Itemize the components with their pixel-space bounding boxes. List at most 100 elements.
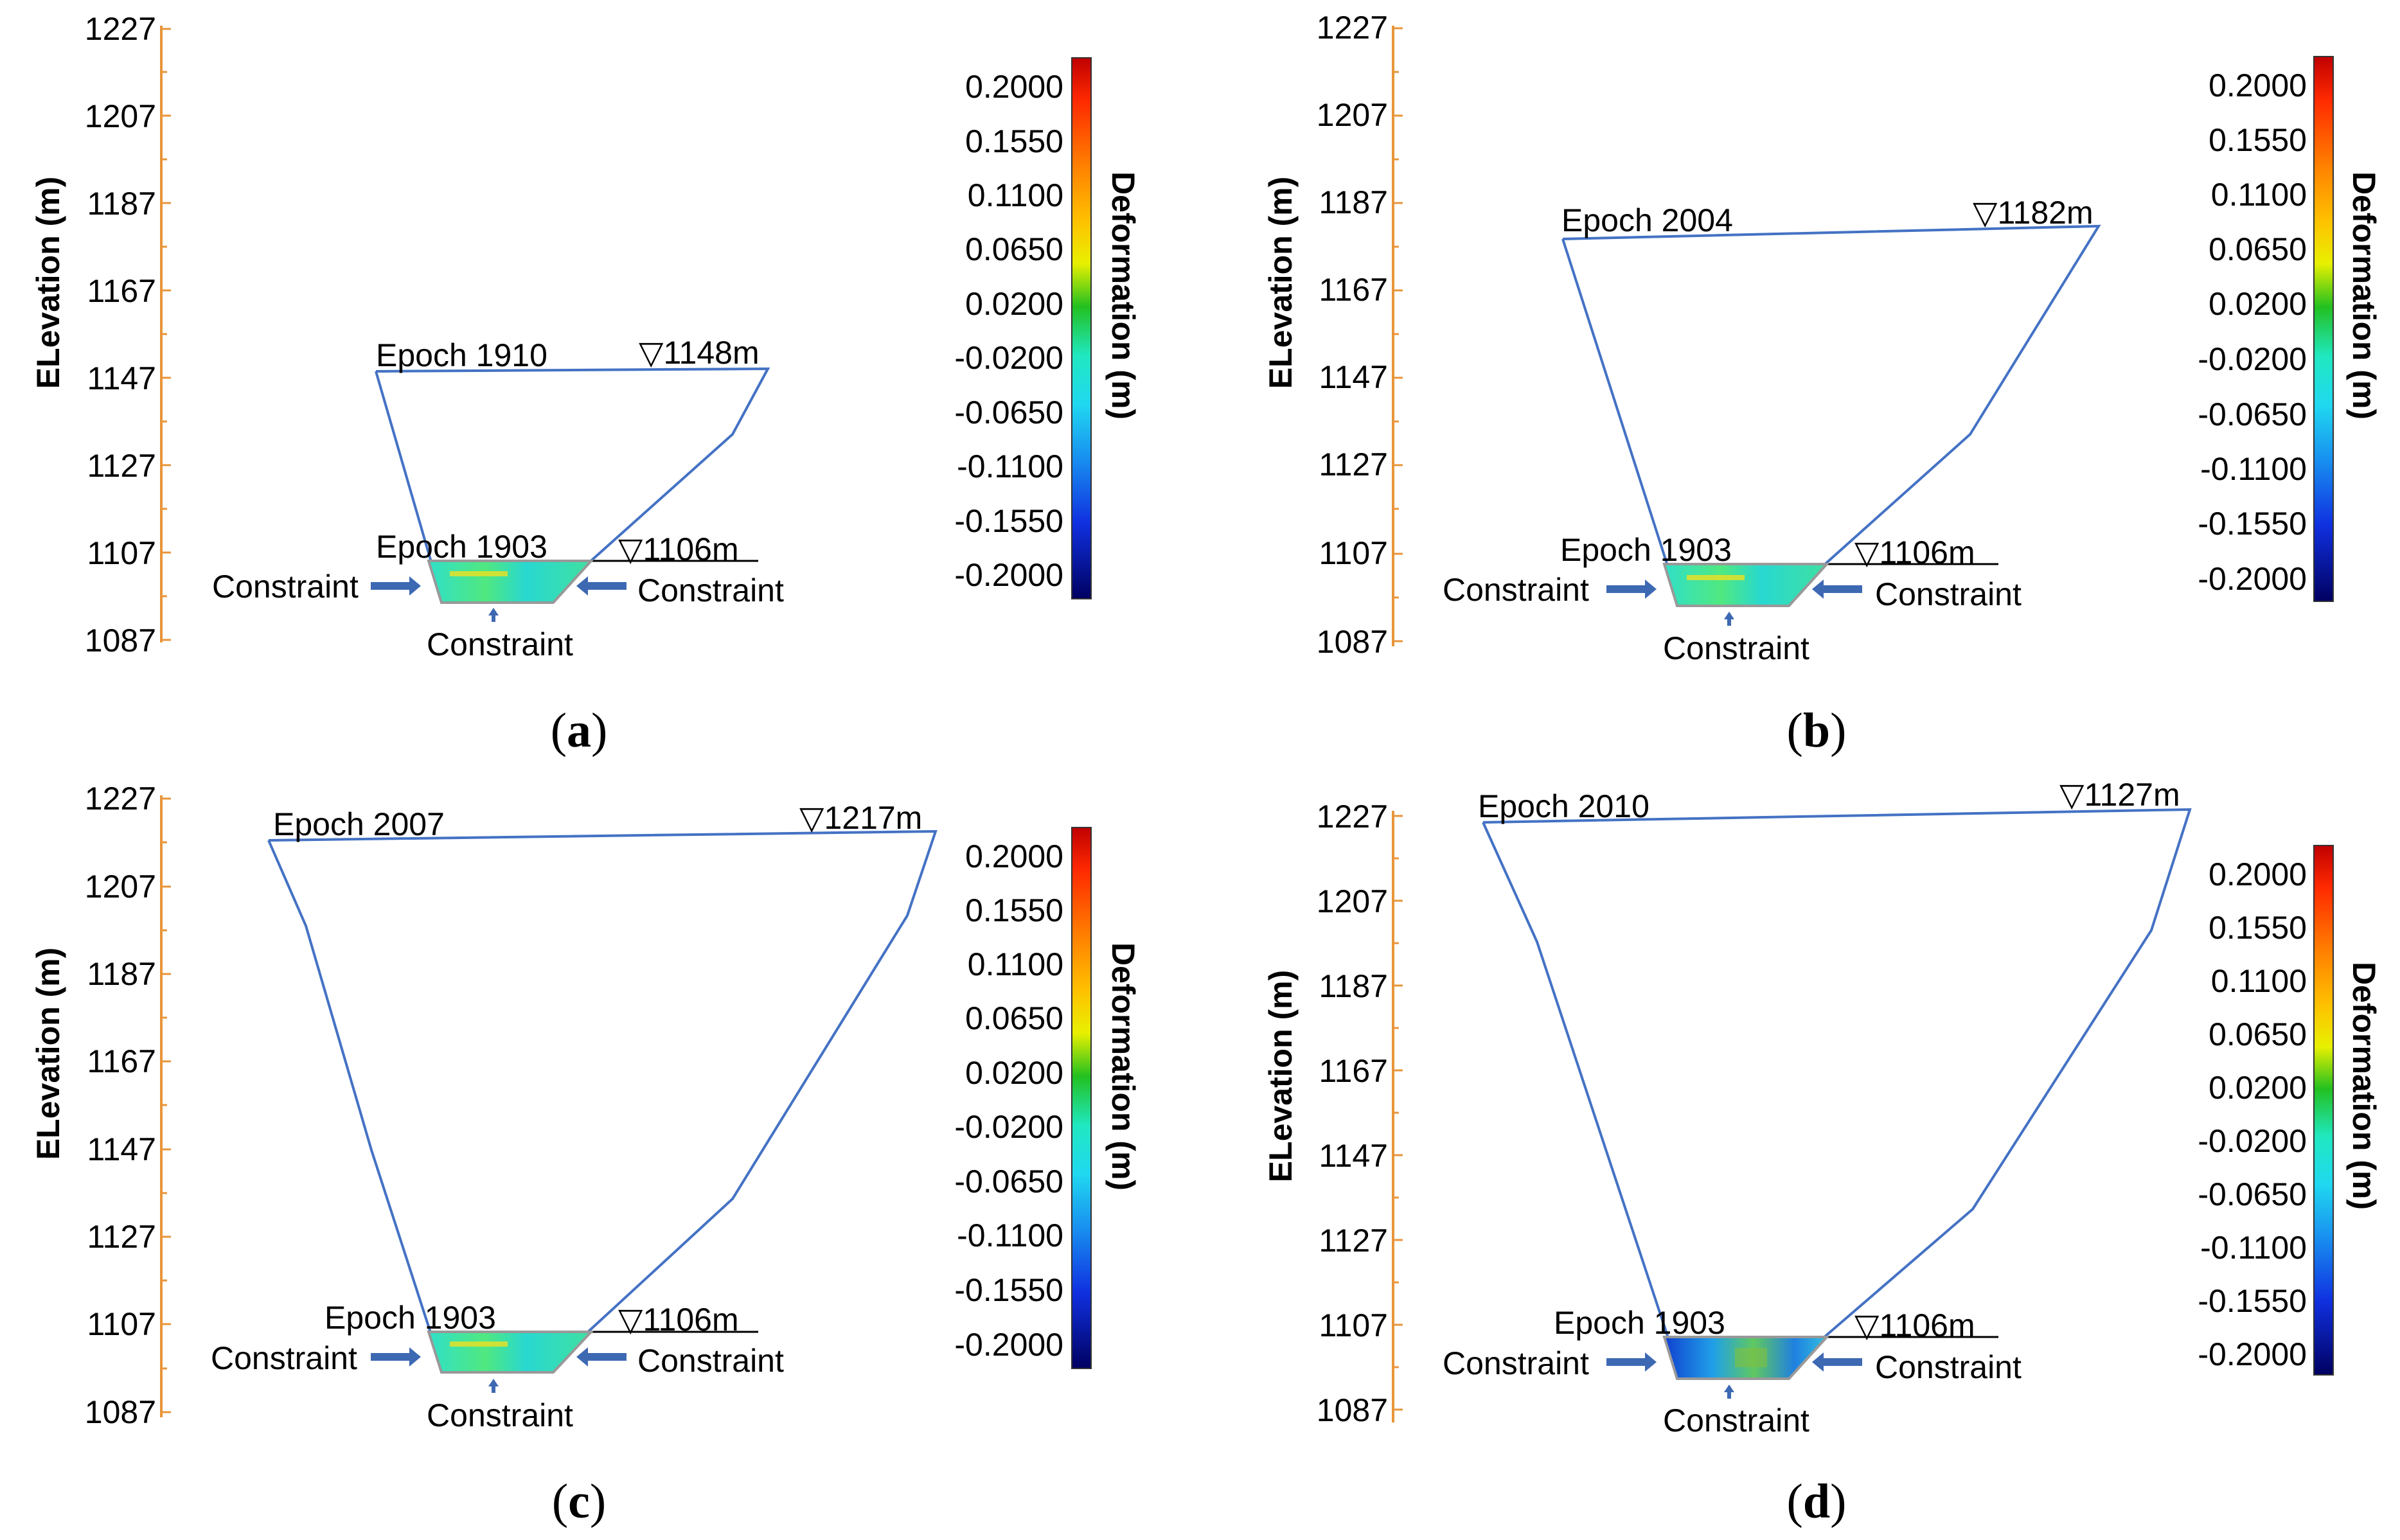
colorbar-label: -0.1550 (2198, 1283, 2307, 1319)
deformation-slab (427, 1331, 594, 1374)
tick-label: 1207 (85, 869, 156, 905)
colorbar-label: -0.1550 (2198, 506, 2307, 542)
caption-letter: a (567, 704, 591, 757)
arrow-right-icon (371, 1347, 421, 1367)
colorbar-label: -0.1100 (2200, 451, 2307, 487)
colorbar-label: 0.0200 (965, 286, 1063, 322)
water-level-label: ▽1182m (1973, 195, 2093, 231)
colorbar: 0.2000 0.1550 0.1100 0.0650 0.0200 -0.02… (954, 57, 1141, 599)
y-axis: 1227 1207 1187 1167 1147 1127 1107 1087 … (30, 11, 171, 659)
axis-title: ELevation (m) (30, 948, 66, 1160)
colorbar-label: 0.1550 (2209, 122, 2307, 158)
panel-b: 1227 1207 1187 1167 1147 1127 1107 1087 … (1263, 10, 2382, 757)
epoch-label: Epoch 2004 (1561, 202, 1733, 238)
colorbar-label: 0.1100 (968, 177, 1063, 213)
panel-caption: (c) (552, 1474, 606, 1528)
colorbar-title: Deformation (m) (2346, 962, 2382, 1210)
caption-letter: d (1803, 1474, 1830, 1528)
colorbar-label: 0.0200 (2209, 1070, 2307, 1106)
axis-ticks (161, 28, 171, 641)
base-water-label: ▽1106m (1854, 535, 1975, 571)
colorbar-label: 0.1550 (965, 892, 1063, 928)
y-axis: 1227 1207 1187 1167 1147 1127 1107 1087 … (1263, 799, 1403, 1428)
tick-label: 1187 (87, 186, 156, 222)
colorbar-label: -0.1550 (954, 503, 1063, 539)
tick-label: 1147 (87, 360, 156, 396)
tick-label: 1227 (1317, 10, 1388, 46)
colorbar-label: -0.1550 (954, 1272, 1063, 1308)
dam-outline (267, 829, 938, 1334)
tick-label: 1127 (87, 1219, 156, 1255)
colorbar-label: -0.2000 (954, 557, 1063, 593)
tick-label: 1207 (85, 98, 156, 134)
slab-highlight (450, 571, 508, 576)
arrow-up-icon (488, 608, 499, 622)
water-level-label: ▽1127m (2059, 777, 2180, 813)
axis-ticks (161, 797, 171, 1413)
panel-d: 1227 1207 1187 1167 1147 1127 1107 1087 … (1263, 777, 2382, 1528)
constraint-label-right: Constraint (1875, 1349, 2022, 1385)
epoch-label: Epoch 2007 (273, 806, 445, 842)
base-water-label: ▽1106m (1854, 1307, 1975, 1343)
constraint-label-bottom: Constraint (1663, 1403, 1809, 1438)
tick-label: 1147 (1319, 359, 1388, 395)
colorbar-label: -0.1100 (2200, 1230, 2307, 1266)
base-epoch-label: Epoch 1903 (1560, 532, 1732, 568)
arrow-up-icon (1724, 612, 1734, 626)
colorbar-label: -0.0200 (954, 340, 1063, 376)
colorbar-label: -0.0200 (2198, 341, 2307, 377)
tick-label: 1087 (1317, 1392, 1388, 1428)
base-epoch-label: Epoch 1903 (376, 529, 547, 565)
deformation-slab (1662, 563, 1830, 607)
caption-letter: c (568, 1474, 590, 1528)
tick-label: 1147 (87, 1131, 156, 1167)
y-axis: 1227 1207 1187 1167 1147 1127 1107 1087 … (1263, 10, 1403, 660)
tick-label: 1187 (1319, 184, 1388, 220)
colorbar-title: Deformation (m) (2346, 172, 2382, 420)
constraint-label-bottom: Constraint (427, 1397, 573, 1433)
colorbar-label: 0.1100 (968, 946, 1063, 982)
tick-label: 1227 (85, 11, 156, 47)
tick-label: 1107 (87, 535, 156, 571)
arrow-up-icon (488, 1379, 499, 1393)
tick-label: 1127 (1319, 447, 1388, 482)
base-water-label: ▽1106m (618, 1302, 739, 1338)
colorbar-gradient (2313, 845, 2334, 1376)
colorbar-label: 0.1100 (2211, 177, 2307, 213)
constraint-label-left: Constraint (1443, 1345, 1589, 1381)
tick-label: 1227 (1317, 799, 1388, 835)
axis-title: ELevation (m) (1263, 970, 1299, 1183)
colorbar-gradient (1071, 827, 1092, 1369)
slab-highlight (1687, 575, 1745, 580)
epoch-label: Epoch 1910 (376, 337, 547, 373)
colorbar-label: -0.0650 (954, 1164, 1063, 1199)
colorbar-label: 0.1550 (2209, 910, 2307, 946)
constraint-arrows (371, 1347, 627, 1393)
tick-label: 1087 (1317, 624, 1388, 660)
constraint-label-right: Constraint (637, 1343, 784, 1379)
axis-ticks (1393, 815, 1403, 1411)
colorbar: 0.2000 0.1550 0.1100 0.0650 0.0200 -0.02… (954, 827, 1141, 1369)
dam-outline (1561, 224, 2101, 567)
colorbar-label: 0.0200 (965, 1055, 1063, 1091)
tick-label: 1167 (1319, 1053, 1388, 1089)
tick-label: 1087 (85, 1394, 156, 1430)
colorbar-label: 0.0650 (2209, 231, 2307, 267)
tick-label: 1207 (1317, 883, 1388, 919)
arrow-left-icon (576, 1347, 627, 1367)
colorbar-label: -0.2000 (2198, 561, 2307, 597)
panel-caption: (d) (1787, 1474, 1847, 1528)
colorbar-label: -0.2000 (954, 1327, 1063, 1363)
tick-label: 1167 (87, 273, 156, 309)
colorbar-label: 0.1550 (965, 123, 1063, 159)
constraint-label-left: Constraint (212, 569, 359, 605)
colorbar-label: 0.0650 (965, 231, 1063, 267)
panel-caption: (a) (551, 704, 608, 757)
colorbar-label: 0.2000 (965, 69, 1063, 105)
colorbar-label: -0.0650 (2198, 396, 2307, 432)
constraint-label-right: Constraint (1875, 576, 2022, 612)
water-level-label: ▽1148m (639, 335, 760, 371)
base-water-label: ▽1106m (618, 531, 739, 567)
dam-outline (1482, 808, 2192, 1339)
tick-label: 1147 (1319, 1138, 1388, 1174)
